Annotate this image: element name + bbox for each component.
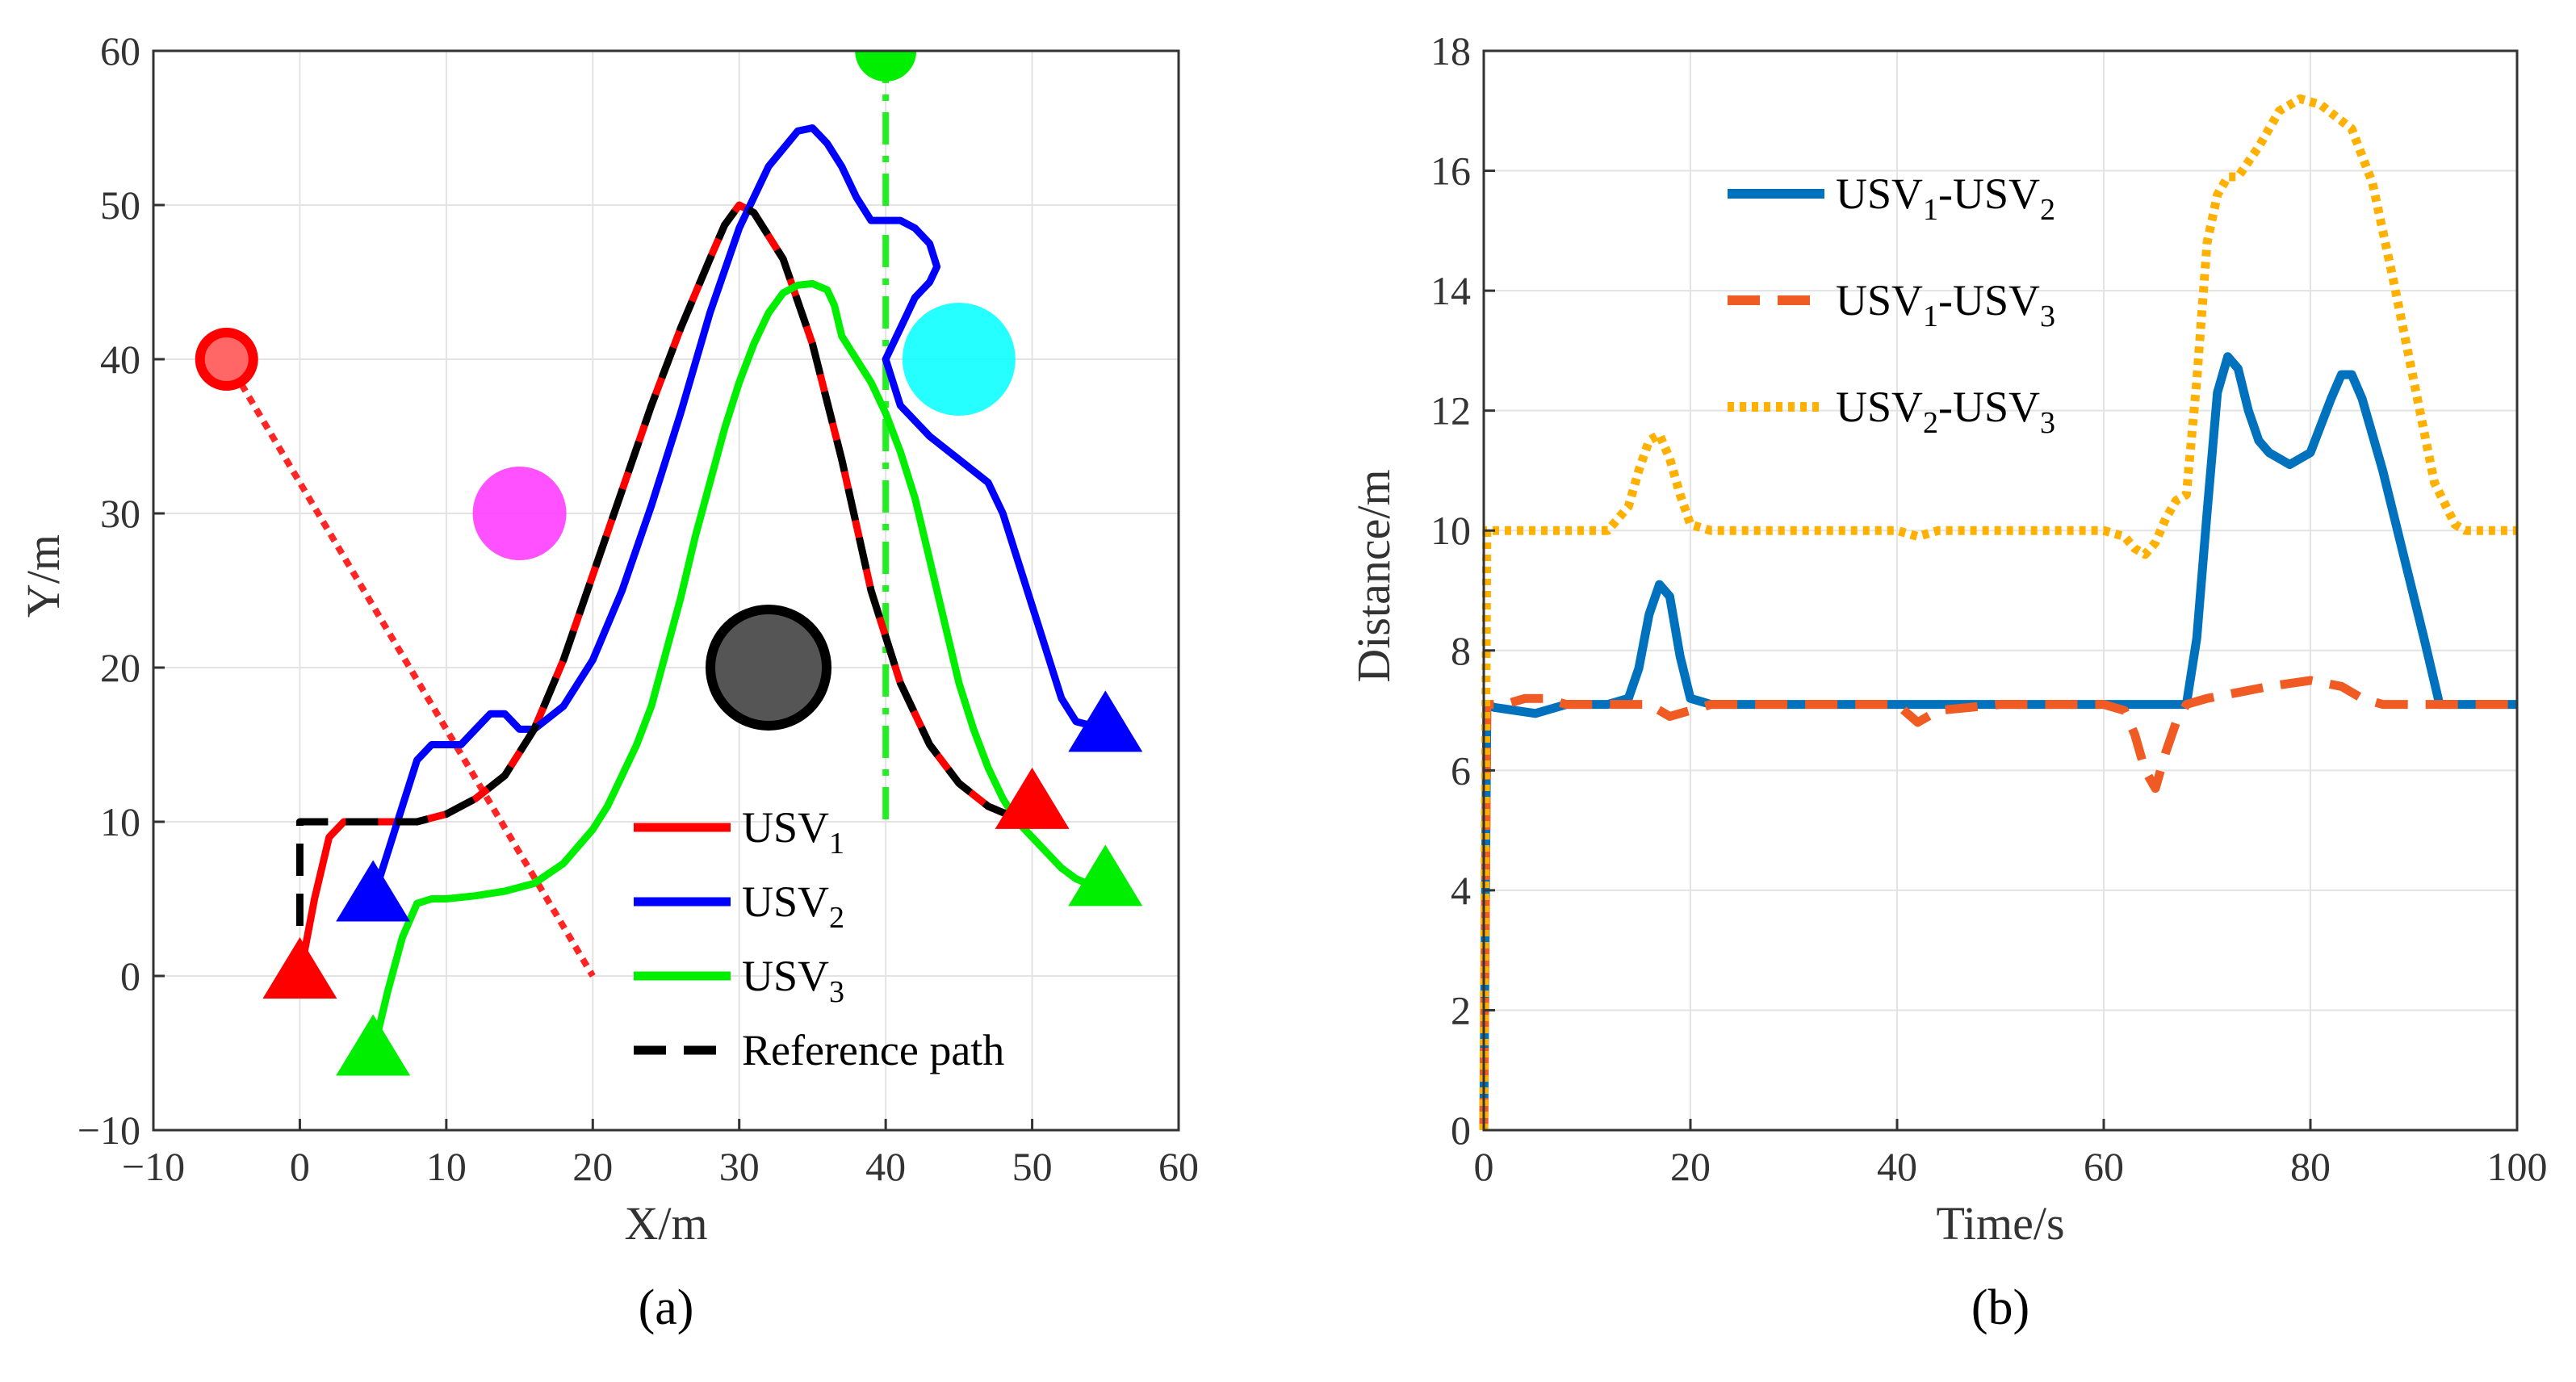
chart-b-panel-label: (b) (1971, 1280, 2029, 1335)
x-tick-label: 50 (1012, 1144, 1053, 1189)
y-tick-label: 16 (1430, 149, 1471, 194)
chart-b-y-axis-label: Distance/m (1347, 469, 1400, 682)
chart-a-panel-label: (a) (639, 1280, 694, 1335)
chart-b-x-axis-label: Time/s (1936, 1197, 2064, 1250)
moving-obstacle-head-1 (195, 328, 258, 391)
y-tick-label: 6 (1451, 748, 1471, 793)
x-tick-label: 10 (426, 1144, 467, 1189)
legend-subscript: 2 (829, 901, 844, 935)
obstacle-1 (472, 467, 567, 560)
series-line-3 (369, 279, 1107, 1054)
legend-subscript-2: 2 (2040, 193, 2055, 227)
legend-subscript-2: 3 (2040, 299, 2055, 333)
chart-b-grid (1484, 51, 2517, 1130)
legend-entry-1: USV1-USV2 (1836, 170, 2055, 227)
x-tick-label: −10 (122, 1144, 185, 1189)
legend-subscript: 2 (1923, 406, 1938, 440)
triangle-marker-1 (262, 937, 337, 999)
legend-entry-3: USV3 (742, 952, 844, 1009)
triangle-marker-3 (336, 1014, 411, 1076)
triangle-marker-6 (1068, 844, 1143, 907)
x-tick-label: 30 (719, 1144, 760, 1189)
legend-entry-4: Reference path (742, 1026, 1004, 1074)
y-tick-label: 0 (1451, 1108, 1471, 1153)
y-tick-label: 8 (1451, 628, 1471, 673)
x-tick-label: 0 (1474, 1144, 1494, 1189)
x-tick-label: 20 (572, 1144, 613, 1189)
legend-subscript: 1 (1923, 299, 1938, 333)
chart-a: −10 0 10 20 30 40 50 60 −10 0 10 20 30 40 50 60 X/m Y/m… (17, 28, 1199, 1335)
obstacle-2 (902, 303, 1016, 416)
y-tick-label: 2 (1451, 987, 1471, 1032)
y-tick-label: 14 (1430, 268, 1471, 313)
legend-subscript: 1 (829, 827, 844, 861)
y-tick-label: 60 (100, 28, 140, 73)
legend-text-2: -USV (1938, 170, 2040, 218)
y-tick-label: 10 (100, 799, 140, 844)
y-tick-label: 40 (100, 337, 140, 382)
obstacle-dark (706, 605, 831, 731)
chart-b-frame (1482, 49, 2519, 1132)
series-line-4 (295, 201, 1033, 976)
chart-a-markers (262, 690, 1143, 1076)
moving-obstacle-head-2 (855, 51, 917, 82)
legend-subscript: 1 (1923, 193, 1938, 227)
x-tick-label: 40 (865, 1144, 906, 1189)
x-tick-label: 60 (2084, 1144, 2124, 1189)
chart-a-series (295, 124, 1107, 1054)
series-line-2 (369, 124, 1107, 900)
legend-entry-3: USV2-USV3 (1836, 383, 2055, 440)
legend-text-2: -USV (1938, 383, 2040, 431)
x-tick-label: 100 (2487, 1144, 2548, 1189)
chart-a-y-axis-label: Y/m (17, 534, 69, 618)
legend-text: USV (1836, 276, 1923, 325)
chart-a-frame (152, 49, 1180, 1132)
x-tick-label: 40 (1877, 1144, 1917, 1189)
legend-subscript-2: 3 (2040, 406, 2055, 440)
legend-entry-1: USV1 (742, 803, 844, 861)
triangle-marker-4 (995, 767, 1070, 829)
legend-subscript: 3 (829, 975, 844, 1009)
y-tick-label: 10 (1430, 508, 1471, 553)
legend-text: USV (742, 877, 829, 926)
y-tick-label: 30 (100, 491, 140, 536)
legend-entry-2: USV1-USV3 (1836, 276, 2055, 333)
chart-b-series (1479, 94, 2517, 1131)
chart-a-scene (195, 51, 1016, 978)
x-tick-label: 20 (1670, 1144, 1711, 1189)
y-tick-label: 4 (1451, 868, 1471, 913)
x-tick-label: 0 (290, 1144, 310, 1189)
y-tick-label: 18 (1430, 28, 1471, 73)
x-tick-label: 60 (1158, 1144, 1199, 1189)
y-tick-label: 12 (1430, 388, 1471, 433)
chart-a-ticks: −10 0 10 20 30 40 50 60 −10 0 10 20 30 40 50 60 (77, 28, 1199, 1189)
legend-text: USV (742, 952, 829, 1000)
legend-text-2: -USV (1938, 276, 2040, 325)
legend-entry-2: USV2 (742, 877, 844, 935)
legend-text: USV (1836, 170, 1923, 218)
triangle-marker-2 (336, 860, 411, 922)
legend-text: Reference path (742, 1026, 1004, 1074)
chart-a-x-axis-label: X/m (624, 1197, 707, 1250)
triangle-marker-5 (1068, 690, 1143, 752)
x-tick-label: 80 (2290, 1144, 2331, 1189)
y-tick-label: 0 (120, 953, 140, 999)
series-line-2 (1479, 676, 2517, 1131)
series-line-1 (1479, 352, 2517, 1131)
moving-obstacle-path-1 (224, 357, 596, 978)
legend-text: USV (742, 803, 829, 852)
legend-text: USV (1836, 383, 1923, 431)
y-tick-label: −10 (77, 1108, 140, 1153)
y-tick-label: 20 (100, 645, 140, 690)
y-tick-label: 50 (100, 182, 140, 228)
